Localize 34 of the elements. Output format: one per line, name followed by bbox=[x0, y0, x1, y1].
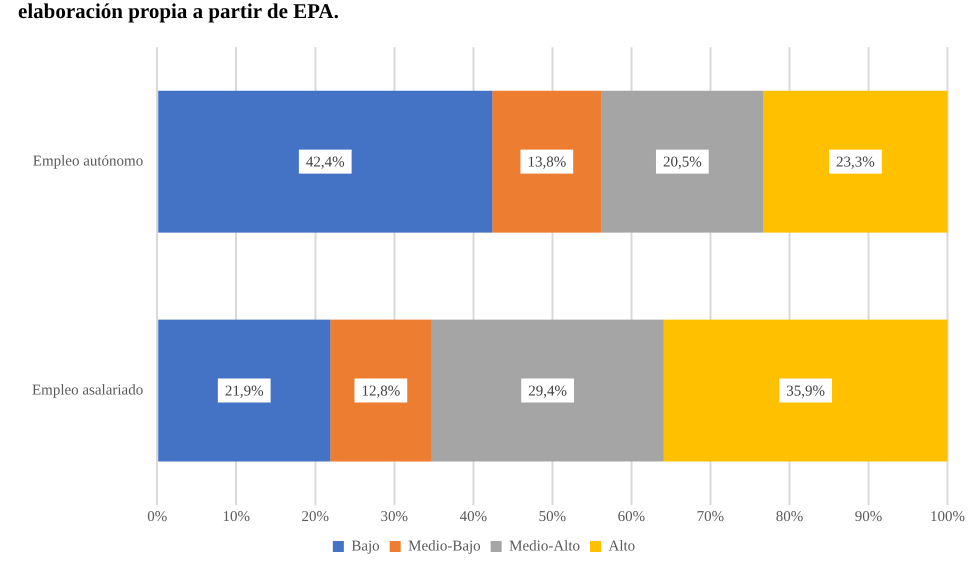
legend-label: Alto bbox=[608, 538, 636, 554]
x-tick-label: 70% bbox=[696, 508, 724, 525]
bar bbox=[158, 90, 492, 233]
data-label: 23,3% bbox=[836, 154, 875, 171]
x-tick-label: 80% bbox=[776, 508, 804, 525]
data-label: 20,5% bbox=[662, 154, 702, 171]
bar bbox=[431, 320, 664, 462]
x-tick-label: 40% bbox=[460, 508, 488, 525]
y-tick-label: Empleo asalariado bbox=[32, 382, 144, 398]
data-label: 29,4% bbox=[528, 383, 567, 400]
x-tick-label: 90% bbox=[854, 508, 882, 525]
x-tick-label: 50% bbox=[538, 508, 566, 525]
bar bbox=[158, 320, 330, 462]
legend-label: Medio-Bajo bbox=[408, 538, 481, 554]
x-tick-label: 60% bbox=[618, 508, 646, 525]
x-tick-label: 10% bbox=[222, 508, 250, 525]
bar bbox=[664, 320, 948, 462]
data-label: 35,9% bbox=[786, 383, 826, 400]
bar bbox=[763, 90, 948, 233]
data-label: 42,4% bbox=[306, 154, 345, 171]
x-tick-label: 20% bbox=[302, 508, 330, 525]
legend-label: Medio-Alto bbox=[509, 538, 580, 554]
x-tick-label: 0% bbox=[147, 508, 168, 525]
bar bbox=[601, 90, 764, 233]
bar bbox=[492, 90, 602, 233]
bar bbox=[330, 320, 432, 462]
y-tick-label: Empleo autónomo bbox=[32, 154, 144, 170]
chart-title: elaboración propia a partir de EPA. bbox=[18, 0, 339, 24]
x-tick-label: 30% bbox=[380, 508, 408, 525]
data-label: 21,9% bbox=[224, 383, 264, 400]
data-label: 13,8% bbox=[527, 154, 566, 171]
data-label: 12,8% bbox=[361, 383, 400, 400]
x-tick-label: 100% bbox=[930, 508, 965, 525]
legend-label: Bajo bbox=[351, 538, 380, 554]
